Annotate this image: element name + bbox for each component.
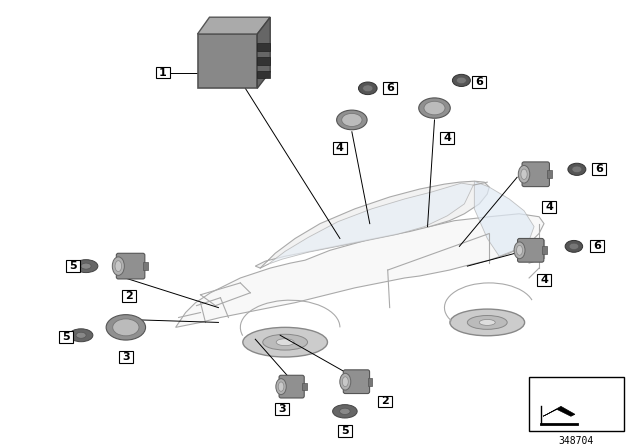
Ellipse shape	[263, 334, 308, 350]
Text: 2: 2	[125, 291, 132, 301]
FancyBboxPatch shape	[367, 378, 372, 386]
Text: 6: 6	[595, 164, 603, 174]
Text: 3: 3	[122, 352, 130, 362]
FancyBboxPatch shape	[518, 238, 544, 262]
Polygon shape	[257, 17, 270, 88]
FancyBboxPatch shape	[198, 34, 257, 88]
Ellipse shape	[76, 332, 86, 338]
Ellipse shape	[115, 261, 122, 271]
Ellipse shape	[278, 382, 284, 391]
FancyBboxPatch shape	[592, 164, 605, 175]
Ellipse shape	[516, 246, 522, 255]
FancyBboxPatch shape	[343, 370, 369, 393]
Ellipse shape	[456, 77, 467, 84]
FancyBboxPatch shape	[383, 82, 397, 94]
Ellipse shape	[342, 113, 362, 126]
Ellipse shape	[450, 309, 525, 336]
FancyBboxPatch shape	[143, 262, 148, 271]
Ellipse shape	[69, 329, 93, 342]
FancyBboxPatch shape	[257, 70, 270, 78]
Ellipse shape	[342, 377, 348, 387]
FancyBboxPatch shape	[440, 132, 454, 144]
Ellipse shape	[337, 110, 367, 130]
Ellipse shape	[424, 101, 445, 115]
Text: 5: 5	[69, 261, 77, 271]
Ellipse shape	[568, 163, 586, 175]
Ellipse shape	[243, 327, 328, 357]
Ellipse shape	[74, 260, 98, 272]
FancyBboxPatch shape	[66, 260, 80, 272]
Ellipse shape	[113, 319, 139, 336]
Text: 1: 1	[159, 68, 166, 78]
Ellipse shape	[569, 243, 579, 250]
Ellipse shape	[276, 379, 286, 395]
Text: 6: 6	[476, 78, 483, 87]
Ellipse shape	[572, 166, 582, 172]
Ellipse shape	[106, 314, 145, 340]
FancyBboxPatch shape	[119, 351, 133, 363]
Polygon shape	[543, 406, 575, 416]
Ellipse shape	[340, 373, 351, 390]
FancyBboxPatch shape	[116, 253, 145, 279]
FancyBboxPatch shape	[257, 43, 270, 51]
Polygon shape	[175, 214, 544, 327]
Ellipse shape	[419, 98, 451, 118]
Text: 6: 6	[593, 241, 601, 251]
FancyBboxPatch shape	[542, 201, 556, 213]
Bar	[529, 377, 623, 431]
Text: 5: 5	[62, 332, 70, 342]
Polygon shape	[474, 181, 534, 256]
FancyBboxPatch shape	[122, 290, 136, 302]
FancyBboxPatch shape	[333, 142, 347, 154]
FancyBboxPatch shape	[522, 162, 549, 187]
Ellipse shape	[333, 405, 357, 418]
FancyBboxPatch shape	[156, 67, 170, 78]
Text: 6: 6	[386, 83, 394, 93]
Ellipse shape	[452, 74, 470, 86]
FancyBboxPatch shape	[275, 403, 289, 415]
Text: 5: 5	[341, 426, 349, 436]
Text: 4: 4	[545, 202, 553, 212]
FancyBboxPatch shape	[257, 57, 270, 65]
Text: 4: 4	[336, 142, 344, 153]
Ellipse shape	[276, 339, 294, 346]
FancyBboxPatch shape	[59, 332, 73, 343]
Polygon shape	[255, 181, 489, 268]
FancyBboxPatch shape	[590, 241, 604, 252]
FancyBboxPatch shape	[472, 77, 486, 88]
FancyBboxPatch shape	[338, 425, 352, 437]
Ellipse shape	[358, 82, 377, 95]
Ellipse shape	[112, 257, 124, 276]
Ellipse shape	[565, 241, 582, 252]
Ellipse shape	[81, 263, 91, 269]
FancyBboxPatch shape	[547, 170, 552, 178]
Text: 348704: 348704	[558, 436, 593, 446]
FancyBboxPatch shape	[378, 396, 392, 407]
Ellipse shape	[467, 315, 507, 329]
Text: 4: 4	[540, 275, 548, 285]
Ellipse shape	[363, 85, 373, 92]
FancyBboxPatch shape	[537, 274, 551, 286]
Polygon shape	[268, 183, 474, 264]
FancyBboxPatch shape	[279, 375, 304, 398]
Ellipse shape	[518, 165, 530, 183]
Text: 3: 3	[278, 405, 286, 414]
Ellipse shape	[514, 242, 525, 258]
Ellipse shape	[340, 408, 350, 414]
Ellipse shape	[521, 169, 527, 180]
Polygon shape	[198, 17, 270, 34]
Ellipse shape	[479, 319, 495, 325]
FancyBboxPatch shape	[302, 383, 307, 390]
Text: 2: 2	[381, 396, 388, 406]
Text: 4: 4	[444, 133, 451, 143]
FancyBboxPatch shape	[542, 246, 547, 254]
